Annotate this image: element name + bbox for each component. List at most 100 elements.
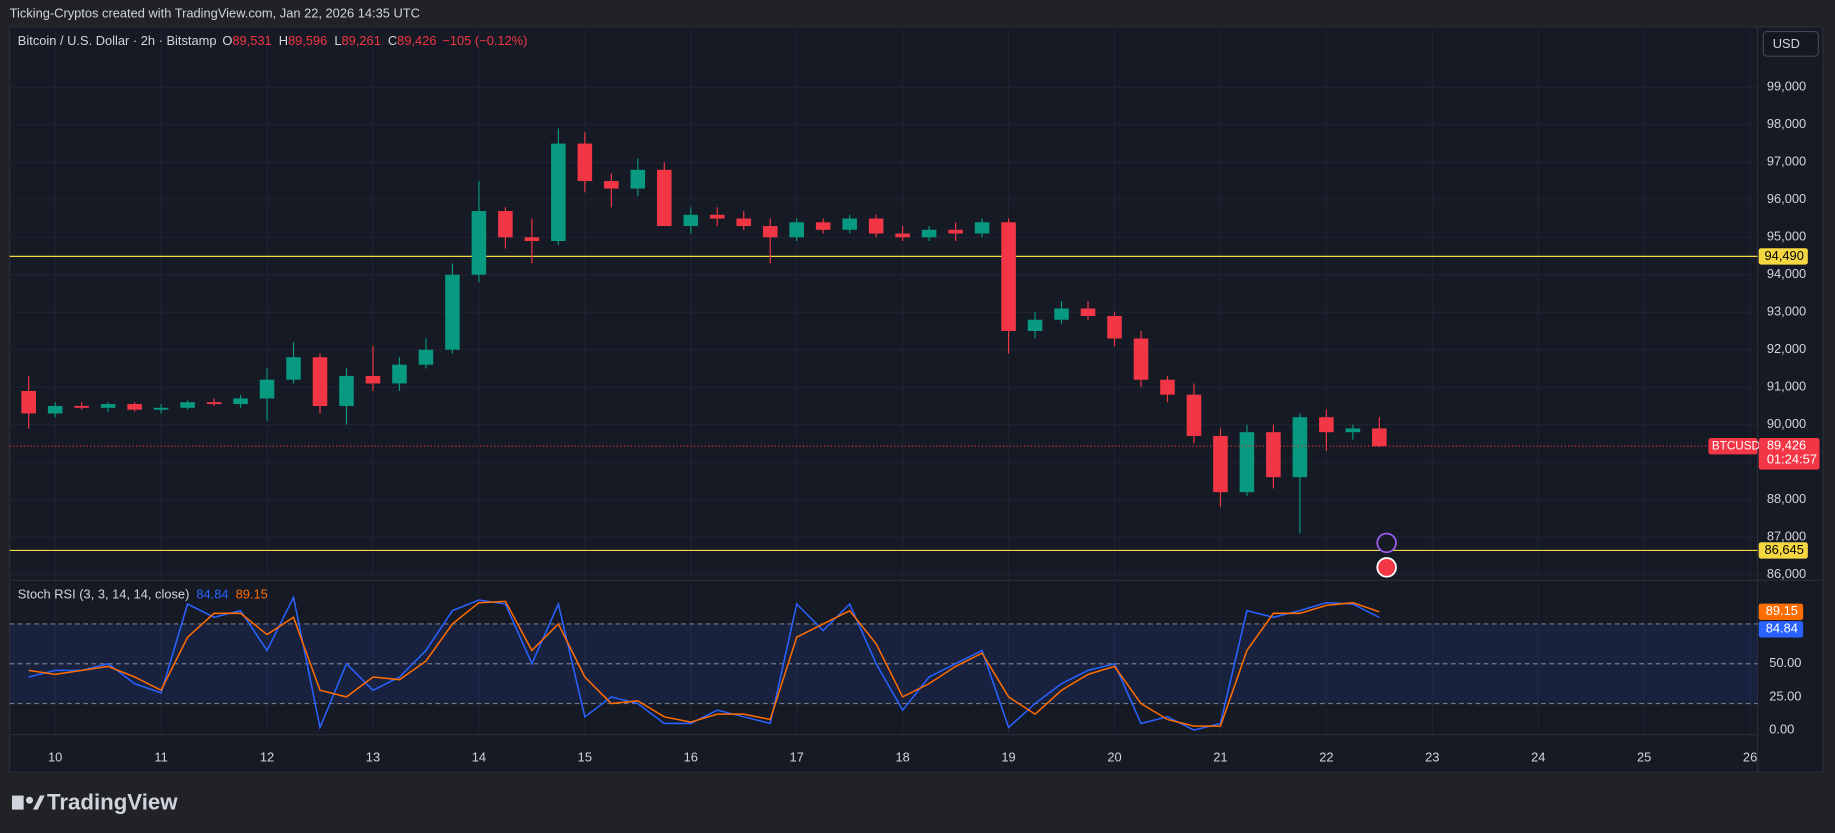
- price-tag: [1758, 542, 1808, 559]
- candle-body: [683, 214, 699, 227]
- stoch-line: [28, 600, 1380, 727]
- candle-body: [21, 390, 36, 414]
- y-tick-label: 97,000: [1767, 154, 1806, 169]
- candle-body: [868, 218, 884, 234]
- ohlc-value: 89,596: [288, 34, 327, 49]
- candle-body: [1001, 222, 1016, 331]
- candle-body: [1345, 428, 1361, 433]
- currency-button[interactable]: [1762, 31, 1819, 57]
- x-tick-label: 15: [578, 750, 592, 765]
- x-tick-label: 25: [1637, 750, 1651, 765]
- logo-mark: [11, 795, 24, 810]
- y-tick-label: 0.00: [1769, 721, 1794, 736]
- candle-body: [709, 214, 725, 219]
- event-icon[interactable]: [1376, 532, 1397, 554]
- candle-body: [551, 143, 566, 242]
- candle-body: [100, 404, 116, 408]
- y-tick-label: 87,000: [1767, 529, 1806, 544]
- x-tick-label: 19: [1001, 750, 1015, 765]
- attribution: Ticking-Cryptos created with TradingView…: [10, 5, 420, 20]
- indicator-tag: [1758, 603, 1804, 620]
- candle-body: [74, 405, 89, 408]
- price-tag-label: 94,490: [1765, 248, 1804, 263]
- x-tick-label: 17: [790, 750, 804, 765]
- candle-body: [1107, 315, 1122, 339]
- currency[interactable]: USD: [1773, 36, 1800, 51]
- candle-body: [312, 357, 328, 406]
- ohlc-key: H: [279, 34, 288, 49]
- symbol-tag: [1708, 438, 1758, 455]
- x-tick-label: 14: [472, 750, 486, 765]
- candle-body: [1054, 308, 1069, 320]
- candle-body: [418, 349, 434, 365]
- y-tick-label: 88,000: [1767, 491, 1806, 506]
- candle-body: [498, 211, 513, 238]
- candle-body: [657, 169, 672, 227]
- candle-body: [233, 398, 248, 405]
- indicator-value: 84.84: [196, 587, 228, 602]
- indicator-tag-label: 84.84: [1766, 621, 1798, 636]
- price-tag: [1758, 248, 1808, 265]
- brand: TradingView: [47, 790, 178, 815]
- candle-body: [445, 274, 460, 350]
- candle-body: [1133, 338, 1149, 380]
- candle-body: [286, 357, 301, 380]
- candle-body: [524, 237, 540, 242]
- indicator-tag: [1758, 621, 1804, 638]
- candle-body: [948, 229, 963, 234]
- y-tick-label: 96,000: [1767, 191, 1806, 206]
- y-tick-label: 92,000: [1767, 341, 1806, 356]
- logo-mark: [26, 796, 34, 804]
- x-tick-label: 12: [260, 750, 274, 765]
- stoch-line: [28, 595, 1380, 731]
- candle-body: [339, 375, 354, 406]
- y-tick-label: 98,000: [1767, 116, 1806, 131]
- x-tick-label: 22: [1319, 750, 1333, 765]
- candle-body: [1239, 432, 1255, 493]
- x-tick-label: 21: [1213, 750, 1227, 765]
- countdown: 01:24:57: [1767, 452, 1817, 467]
- y-tick-label: 91,000: [1767, 379, 1806, 394]
- candle-body: [127, 404, 142, 410]
- x-tick-label: 16: [684, 750, 698, 765]
- candle-body: [762, 226, 778, 238]
- ohlc-value: 89,426: [397, 34, 436, 49]
- plot: 10 11 12 13 14 15 16 17 18 19 20 21 22 23 24 25 26 86,000…: [9, 34, 1820, 765]
- chart-panel: [9, 26, 1824, 773]
- ohlc-value: 89,261: [342, 34, 381, 49]
- candle-body: [206, 402, 222, 405]
- x-tick-label: 10: [48, 750, 62, 765]
- ohlc-value: 89,531: [232, 34, 271, 49]
- economic-event-icon[interactable]: [1376, 557, 1397, 578]
- change: −105 (−0.12%): [442, 34, 527, 49]
- candle-body: [1080, 308, 1096, 316]
- candle-body: [1186, 394, 1202, 436]
- candle-body: [1319, 417, 1334, 433]
- price-tag-label: 86,645: [1765, 542, 1804, 557]
- ohlc-key: L: [334, 34, 341, 49]
- candle-body: [789, 222, 804, 238]
- brand-logo: TradingView: [11, 790, 178, 815]
- candle-body: [365, 375, 381, 384]
- candle-body: [47, 405, 63, 414]
- candle-body: [1027, 319, 1043, 331]
- candle-body: [842, 218, 857, 230]
- x-tick-label: 13: [366, 750, 380, 765]
- indicator-legend: Stoch RSI (3, 3, 14, 14, close) 84.84 89.1…: [18, 587, 268, 602]
- indicator-value: 89.15: [236, 587, 268, 602]
- y-tick-label: 90,000: [1767, 416, 1806, 431]
- candle-body: [921, 229, 937, 238]
- symbol-legend: Bitcoin / U.S. Dollar · 2h · Bitstamp O89…: [18, 34, 528, 49]
- indicator-tag-label: 89.15: [1766, 603, 1798, 618]
- x-tick-label: 20: [1107, 750, 1121, 765]
- candle-body: [1372, 428, 1387, 447]
- logo-mark: [33, 795, 45, 810]
- x-tick-label: 23: [1425, 750, 1439, 765]
- candle-body: [577, 143, 593, 182]
- last-price-label: 89,426: [1767, 438, 1806, 453]
- y-tick-label: 99,000: [1767, 79, 1806, 94]
- candle-body: [153, 407, 169, 410]
- x-tick-label: 26: [1743, 750, 1757, 765]
- candle-body: [259, 379, 275, 399]
